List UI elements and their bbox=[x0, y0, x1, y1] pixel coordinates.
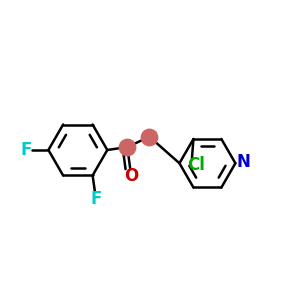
Text: O: O bbox=[124, 167, 138, 184]
Text: F: F bbox=[90, 190, 101, 208]
Point bbox=[147, 134, 152, 139]
Text: F: F bbox=[21, 141, 32, 159]
Text: Cl: Cl bbox=[188, 156, 205, 174]
Text: N: N bbox=[237, 153, 250, 171]
Point bbox=[125, 145, 130, 149]
